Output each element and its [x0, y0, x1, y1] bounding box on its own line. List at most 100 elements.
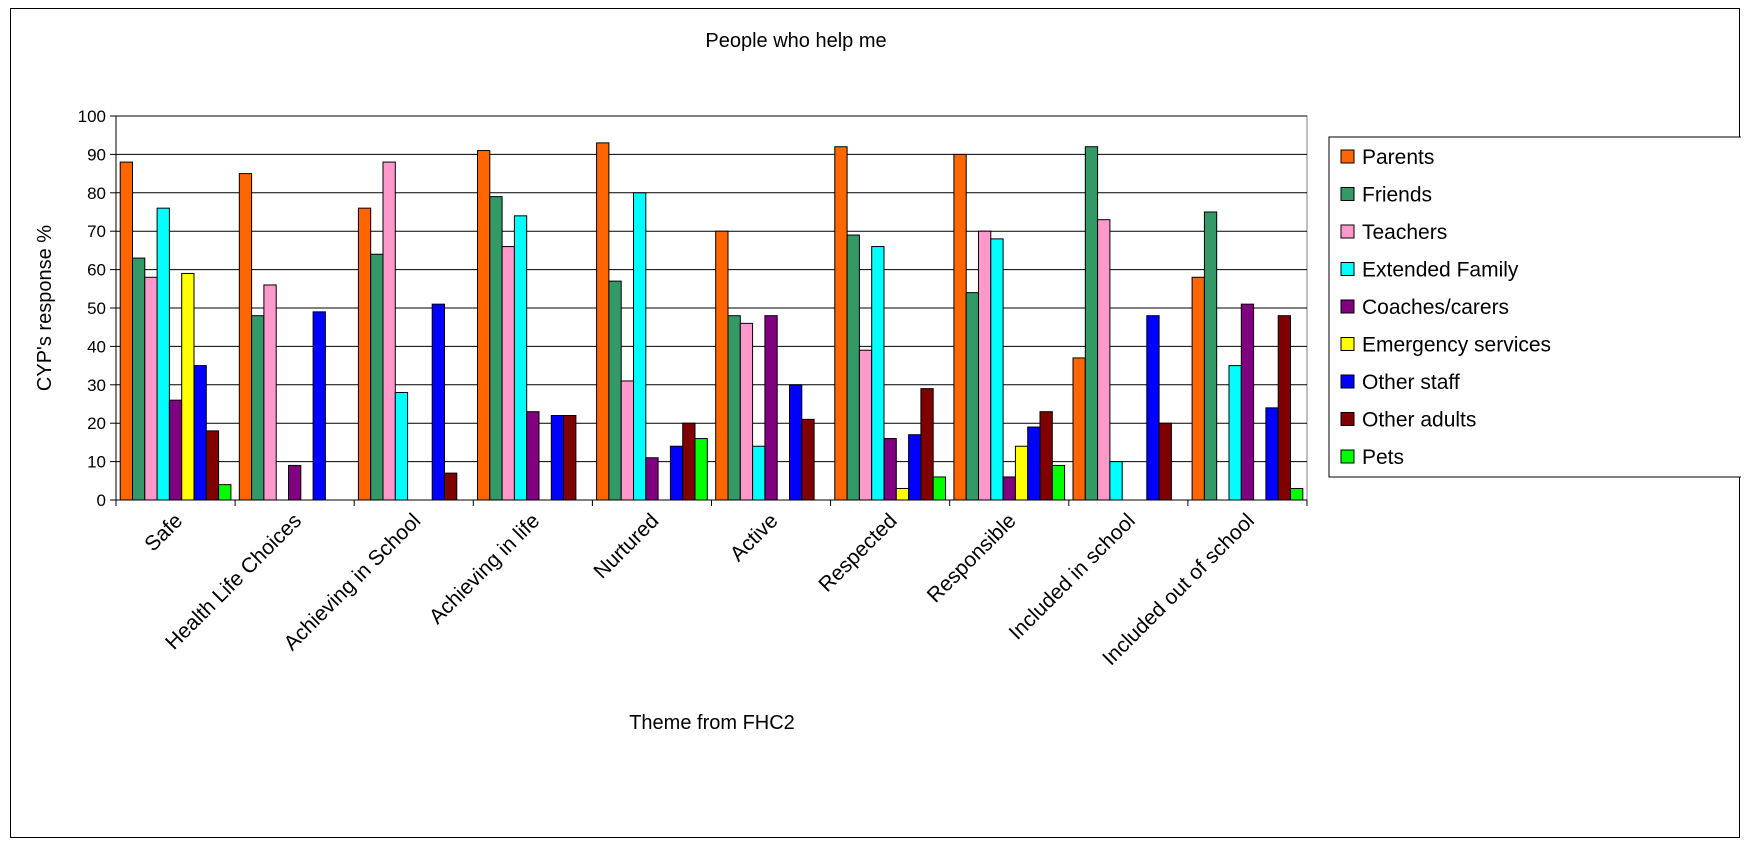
- bar: [1191, 276, 1205, 501]
- bar: [218, 484, 232, 501]
- x-tick-label: Responsible: [923, 509, 1021, 607]
- bar: [990, 238, 1004, 501]
- bar: [801, 418, 815, 501]
- y-tick-label: 30: [87, 376, 106, 395]
- bar: [1203, 211, 1218, 501]
- bar: [764, 315, 778, 501]
- bar: [357, 207, 372, 501]
- bar: [883, 438, 897, 501]
- bar: [477, 150, 491, 501]
- bar: [132, 257, 146, 501]
- x-tick-label: Included in school: [1005, 509, 1140, 644]
- legend-label: Pets: [1362, 446, 1404, 469]
- bar: [1072, 357, 1086, 501]
- legend-box: [1328, 136, 1741, 478]
- bar: [563, 415, 577, 501]
- bar: [181, 272, 195, 501]
- bar: [1158, 422, 1172, 501]
- x-tick-label: Achieving in School: [279, 509, 425, 655]
- legend-swatch: [1340, 449, 1355, 464]
- bar: [370, 253, 384, 501]
- y-tick-label: 20: [87, 414, 106, 433]
- legend-swatch: [1340, 412, 1355, 426]
- bar: [1240, 303, 1255, 501]
- bar: [156, 207, 170, 501]
- x-tick-label: Health Life Choices: [161, 509, 306, 654]
- bar: [501, 246, 515, 501]
- bar: [1265, 407, 1279, 501]
- y-tick-label: 80: [87, 184, 106, 203]
- x-tick-label: Achieving in life: [425, 509, 544, 628]
- bar: [978, 230, 992, 501]
- y-tick-label: 90: [87, 145, 106, 164]
- bar: [846, 234, 860, 501]
- bar: [1039, 411, 1053, 501]
- bar-chart: People who help me 0 10 20 30 40 50 60 70 80 90 10…: [34, 30, 1741, 734]
- bar: [682, 422, 696, 501]
- bar: [431, 303, 446, 501]
- chart-frame: People who help me 0 10 20 30 40 50 60 70 80 90 10…: [10, 8, 1741, 838]
- bar: [1027, 426, 1041, 501]
- bar: [193, 365, 207, 501]
- bar: [312, 311, 326, 501]
- legend-swatch: [1340, 374, 1355, 389]
- bar: [144, 276, 158, 501]
- bar: [895, 487, 910, 501]
- bar: [1109, 461, 1123, 501]
- bar: [1277, 315, 1291, 501]
- legend-label: Coaches/carers: [1362, 296, 1509, 319]
- x-tick-label: Respected: [814, 509, 901, 596]
- bar: [715, 230, 729, 501]
- legend-swatch: [1340, 262, 1355, 276]
- bar: [119, 161, 133, 501]
- bar: [752, 445, 766, 501]
- legend: Parents Friends Teachers Extended Family Coa…: [1328, 136, 1741, 478]
- bar: [168, 399, 183, 501]
- bar: [263, 284, 277, 501]
- bar: [526, 411, 540, 501]
- x-tick-label: Nurtured: [589, 509, 663, 583]
- y-axis-title: CYP's response %: [34, 225, 56, 391]
- bar: [932, 476, 947, 501]
- x-axis-title: Theme from FHC2: [629, 712, 795, 734]
- x-tick-label: Active: [726, 509, 783, 566]
- bar: [238, 173, 253, 501]
- bar: [908, 434, 922, 501]
- y-tick-label: 10: [87, 453, 106, 472]
- bar: [205, 430, 220, 501]
- legend-label: Friends: [1362, 184, 1432, 207]
- legend-label: Other staff: [1362, 371, 1460, 394]
- legend-label: Emergency services: [1362, 334, 1551, 357]
- legend-label: Parents: [1362, 146, 1434, 169]
- bar: [739, 322, 754, 501]
- bar: [608, 280, 622, 501]
- x-tick-label: Safe: [140, 509, 187, 556]
- bar: [1002, 476, 1016, 501]
- legend-label: Other adults: [1362, 409, 1476, 432]
- legend-swatch: [1340, 299, 1355, 314]
- bar: [394, 391, 409, 501]
- bar: [288, 464, 302, 501]
- bar: [620, 380, 635, 501]
- legend-label: Teachers: [1362, 221, 1447, 244]
- bar: [444, 472, 458, 501]
- bar: [789, 384, 803, 501]
- legend-swatch: [1340, 337, 1355, 351]
- chart-title: People who help me: [705, 30, 886, 52]
- y-tick-label: 40: [87, 337, 106, 356]
- legend-swatch: [1340, 149, 1355, 164]
- y-tick-label: 70: [87, 222, 106, 241]
- y-tick-label: 0: [97, 491, 106, 510]
- bar: [834, 146, 848, 501]
- bar: [953, 153, 967, 501]
- bar: [920, 388, 934, 501]
- bar: [1014, 445, 1029, 501]
- y-tick-label: 50: [87, 299, 106, 318]
- bar: [382, 161, 396, 501]
- bar: [694, 438, 708, 501]
- bar: [550, 415, 565, 501]
- bar: [645, 457, 659, 501]
- bar: [633, 192, 647, 501]
- legend-label: Extended Family: [1362, 259, 1519, 282]
- bar: [1097, 219, 1111, 501]
